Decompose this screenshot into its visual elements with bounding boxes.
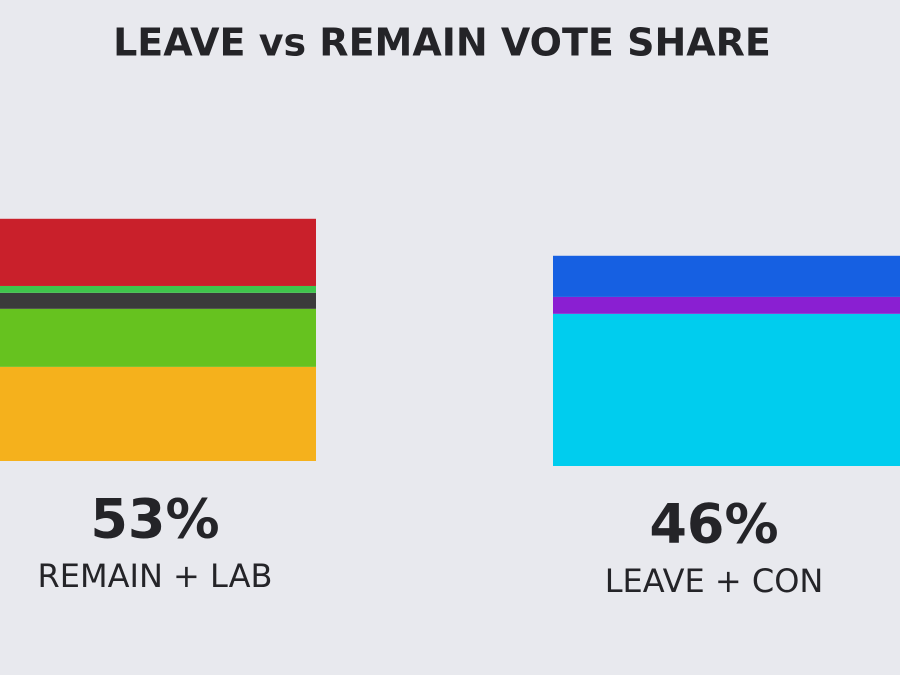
stacked-bar <box>0 218 316 461</box>
bar-label: REMAIN + LAB <box>38 557 273 595</box>
total-label: 46% <box>649 493 778 556</box>
bar-segment <box>0 308 316 367</box>
bar-segment <box>553 313 900 466</box>
stacked-bar <box>553 255 900 466</box>
bar-segment <box>0 218 316 286</box>
bar-segment <box>553 255 900 297</box>
bar-segment <box>553 296 900 314</box>
bar-label: LEAVE + CON <box>605 562 824 600</box>
bar-segment <box>0 285 316 293</box>
bar-segment <box>0 292 316 309</box>
bar-segment <box>0 366 316 461</box>
total-label: 53% <box>90 488 219 551</box>
chart-title: LEAVE vs REMAIN VOTE SHARE <box>113 21 771 65</box>
